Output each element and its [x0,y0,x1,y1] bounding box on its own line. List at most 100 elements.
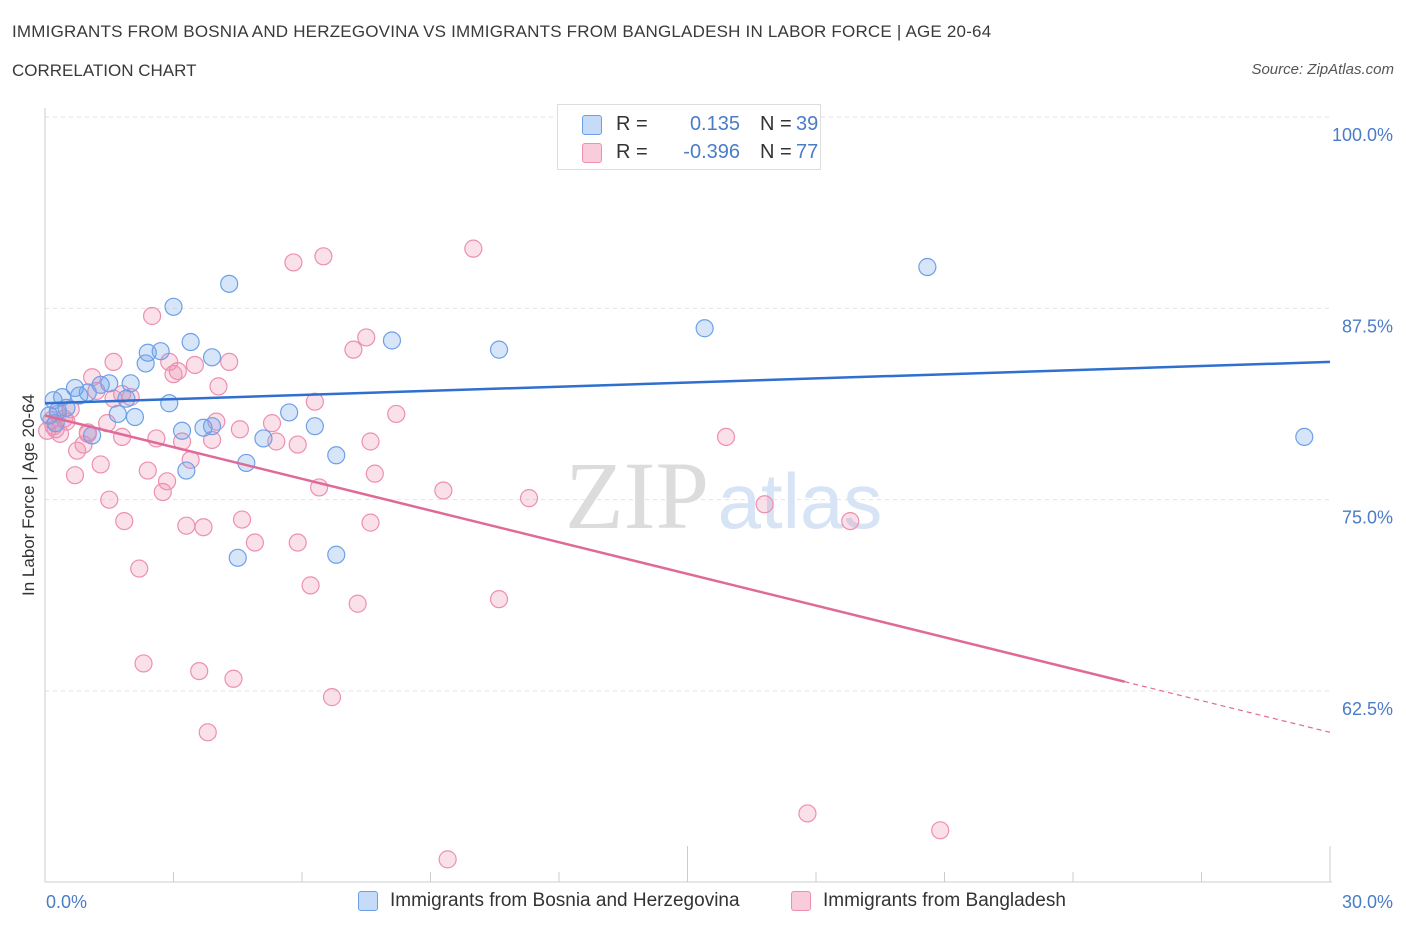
trend-line-bangladesh [44,414,1125,683]
legend-r-value: 0.135 [689,113,740,135]
point-bangladesh [134,654,153,673]
point-bangladesh [138,461,157,480]
point-bosnia [160,394,179,413]
tick-labels: 62.5% 75.0% 87.5% 100.0% [1332,125,1393,719]
y-axis-label: In Labor Force | Age 20-64 [19,394,38,596]
point-bangladesh [464,239,483,258]
legend-r-value: -0.396 [683,141,740,163]
point-bangladesh [157,472,177,491]
point-bangladesh [232,510,252,529]
point-bangladesh [387,404,406,424]
x-tick-label-max: 30.0% [1342,892,1393,912]
point-bosnia [108,404,127,424]
point-bosnia [327,446,346,465]
point-bosnia [489,340,509,359]
point-bangladesh [438,850,457,869]
point-bosnia [172,421,192,440]
point-bangladesh [489,590,509,609]
point-bangladesh [190,662,209,681]
point-bangladesh [177,516,196,535]
point-bosnia [918,257,937,277]
point-bosnia [254,429,273,448]
legend-r-label: R = [616,141,648,163]
point-bosnia [202,417,222,436]
x-tick-label-min: 0.0% [46,892,87,912]
trend-line-bosnia [44,360,1331,405]
point-bangladesh [245,533,264,552]
point-bosnia [327,545,346,564]
point-bangladesh [91,455,110,474]
point-bosnia [220,274,239,293]
point-bangladesh [104,352,123,372]
point-bangladesh [262,414,282,433]
point-bangladesh [365,464,384,483]
point-bosnia [100,374,119,393]
chart-title: IMMIGRANTS FROM BOSNIA AND HERZEGOVINA V… [12,22,992,41]
point-bosnia [181,332,200,352]
trend-lines [44,360,1331,733]
legend-n-label: N = [760,113,792,135]
bottom-legend-label-bangladesh: Immigrants from Bangladesh [823,890,1066,911]
series-bosnia [40,257,1314,567]
legend-n-value: 77 [796,141,819,163]
bottom-legend-label-bosnia: Immigrants from Bosnia and Herzegovina [390,890,740,911]
point-bangladesh [100,490,119,509]
bottom-legend-swatch-bosnia [358,891,378,911]
point-bangladesh [344,340,363,359]
legend-swatch-bangladesh [582,143,602,163]
point-bangladesh [220,352,239,372]
point-bangladesh [301,576,320,595]
point-bangladesh [115,511,134,531]
point-bosnia [202,348,222,367]
point-bosnia [228,548,247,567]
legend-n-label: N = [760,141,792,163]
point-bosnia [177,461,196,480]
y-tick-label: 87.5% [1342,316,1393,336]
point-bangladesh [142,306,162,326]
point-bosnia [695,319,714,338]
point-bangladesh [755,495,774,514]
point-bangladesh [209,377,228,396]
trend-line-bangladesh-extrapolated [1124,681,1331,733]
point-bangladesh [434,481,453,500]
point-bangladesh [284,253,303,272]
point-bangladesh [357,328,376,347]
point-bangladesh [153,482,172,502]
point-bangladesh [716,427,736,447]
point-bangladesh [931,821,950,840]
bottom-legend-swatch-bangladesh [791,891,811,911]
point-bosnia [121,374,140,393]
legend-r-label: R = [616,113,648,135]
point-bangladesh [185,355,205,375]
y-tick-label: 100.0% [1332,125,1393,145]
series-bangladesh [38,239,950,869]
point-bangladesh [288,435,307,454]
legend-n-value: 39 [796,113,819,135]
point-bosnia [1295,427,1314,447]
point-bosnia [117,389,136,408]
point-bangladesh [230,420,249,439]
source-label: Source: ZipAtlas.com [1251,61,1394,78]
point-bangladesh [361,432,380,451]
axes [44,108,1332,883]
chart-subtitle: CORRELATION CHART [12,61,197,80]
point-bangladesh [798,804,817,823]
point-bangladesh [65,466,85,485]
grid-lines [45,116,1330,692]
legend-swatch-bosnia [582,115,602,135]
point-bosnia [305,417,324,436]
watermark-atlas: atlas [718,457,883,545]
point-bosnia [280,403,299,422]
point-bosnia [125,407,145,427]
watermark-zip: ZIP [565,442,709,549]
point-bangladesh [361,513,380,532]
point-bosnia [164,297,183,316]
point-bangladesh [198,723,217,742]
correlation-legend: R = 0.135 N = 39 R = -0.396 N = 77 [557,104,821,170]
point-bangladesh [322,688,342,707]
point-bangladesh [224,669,243,688]
point-bangladesh [168,361,187,381]
point-bangladesh [519,489,539,508]
y-tick-label: 75.0% [1342,508,1393,528]
